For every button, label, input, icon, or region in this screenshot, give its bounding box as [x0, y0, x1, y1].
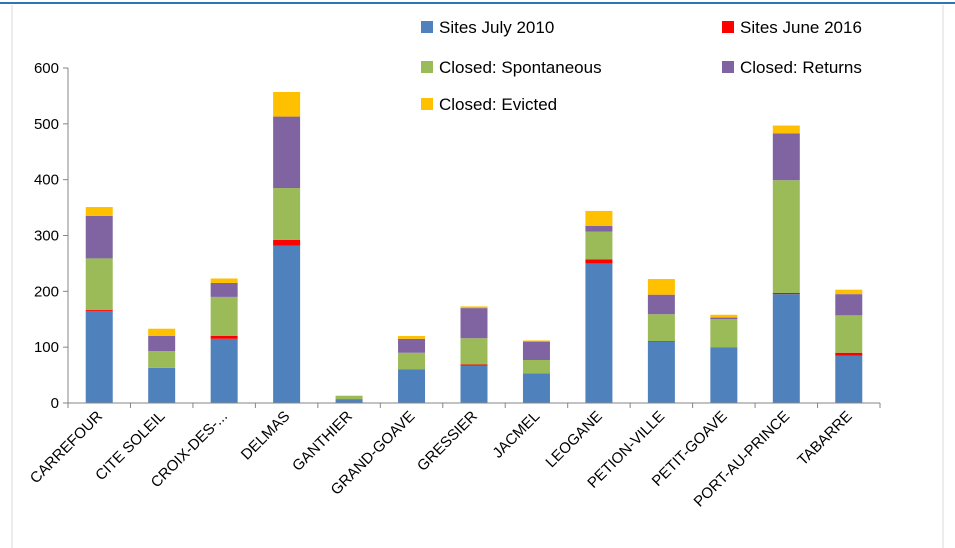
bar-segment-8-0: [585, 263, 613, 403]
legend-label-3: Closed: Returns: [740, 58, 862, 77]
bar-segment-8-4: [585, 210, 613, 226]
x-tick-label-8: LEOGANE: [542, 408, 605, 471]
bar-segment-4-2: [335, 395, 363, 400]
bar-segment-7-4: [522, 340, 550, 342]
x-tick-label-3: DELMAS: [238, 408, 294, 464]
bar-segment-9-0: [647, 341, 675, 403]
y-tick-label-3: 300: [34, 228, 59, 245]
bar-segment-2-4: [210, 278, 238, 283]
bar-segment-11-3: [772, 133, 800, 181]
bar-segment-7-3: [522, 341, 550, 361]
bar-segment-2-3: [210, 282, 238, 297]
bar-segment-3-1: [273, 239, 301, 246]
legend-label-1: Sites June 2016: [740, 18, 862, 37]
bar-segment-2-1: [210, 336, 238, 339]
bar-segment-11-0: [772, 294, 800, 404]
bar-segment-6-0: [460, 365, 488, 403]
bar-segment-12-1: [835, 352, 863, 356]
y-tick-label-0: 0: [51, 395, 59, 412]
bar-segment-4-0: [335, 399, 363, 403]
x-tick-label-4: GANTHIER: [289, 408, 356, 475]
x-tick-label-12: TABARRE: [794, 408, 855, 469]
bar-segment-8-3: [585, 226, 613, 232]
bar-segment-0-2: [85, 258, 113, 310]
bar-segment-2-2: [210, 296, 238, 336]
bar-segment-0-3: [85, 215, 113, 259]
x-tick-label-6: GRESSIER: [414, 408, 481, 475]
legend-label-4: Closed: Evicted: [439, 95, 557, 114]
bar-segment-10-0: [710, 347, 738, 403]
bar-segment-3-2: [273, 188, 301, 240]
x-tick-label-7: JACMEL: [489, 408, 543, 462]
legend: Sites July 2010 Sites June 2016 Closed: Sp…: [421, 18, 862, 114]
bar-segment-11-2: [772, 180, 800, 293]
bar-segment-10-2: [710, 319, 738, 348]
bar-segment-0-1: [85, 309, 113, 311]
bar-segment-3-3: [273, 116, 301, 189]
bar-segment-10-3: [710, 317, 738, 320]
bar-segment-8-2: [585, 231, 613, 260]
bar-segment-3-0: [273, 245, 301, 403]
legend-label-0: Sites July 2010: [439, 18, 554, 37]
bar-segment-7-2: [522, 360, 550, 374]
y-tick-label-5: 500: [34, 116, 59, 133]
bars-layer: [85, 92, 863, 404]
bar-segment-6-2: [460, 338, 488, 365]
bar-segment-7-0: [522, 373, 550, 403]
legend-swatch-3: [722, 61, 734, 73]
legend-swatch-1: [722, 21, 734, 33]
bar-segment-8-1: [585, 259, 613, 264]
bar-segment-9-4: [647, 279, 675, 295]
bar-segment-1-3: [148, 336, 176, 352]
bar-segment-0-4: [85, 207, 113, 216]
bar-segment-11-1: [772, 293, 800, 295]
bar-segment-6-1: [460, 364, 488, 366]
bar-segment-0-0: [85, 310, 113, 404]
y-tick-label-2: 200: [34, 283, 59, 300]
bar-segment-6-3: [460, 308, 488, 339]
bar-segment-5-0: [398, 369, 426, 403]
bar-segment-9-3: [647, 294, 675, 315]
bar-segment-6-4: [460, 306, 488, 309]
bar-segment-5-4: [398, 336, 426, 339]
y-tick-label-4: 400: [34, 172, 59, 189]
y-tick-label-6: 600: [34, 60, 59, 77]
bar-segment-3-4: [273, 92, 301, 117]
bar-segment-9-1: [647, 341, 675, 342]
bar-segment-12-0: [835, 355, 863, 403]
bar-segment-1-2: [148, 351, 176, 368]
legend-swatch-2: [421, 61, 433, 73]
bar-segment-12-3: [835, 294, 863, 316]
legend-swatch-0: [421, 21, 433, 33]
bar-segment-9-2: [647, 314, 675, 342]
legend-swatch-4: [421, 98, 433, 110]
bar-segment-10-4: [710, 314, 738, 318]
legend-label-2: Closed: Spontaneous: [439, 58, 602, 77]
bar-segment-12-2: [835, 315, 863, 353]
bar-segment-2-0: [210, 338, 238, 403]
bar-segment-1-4: [148, 328, 176, 336]
bar-segment-12-4: [835, 289, 863, 295]
y-tick-label-1: 100: [34, 339, 59, 356]
bar-segment-5-2: [398, 352, 426, 370]
bar-segment-5-3: [398, 338, 426, 353]
bar-segment-1-0: [148, 367, 176, 403]
bar-segment-11-4: [772, 125, 800, 134]
